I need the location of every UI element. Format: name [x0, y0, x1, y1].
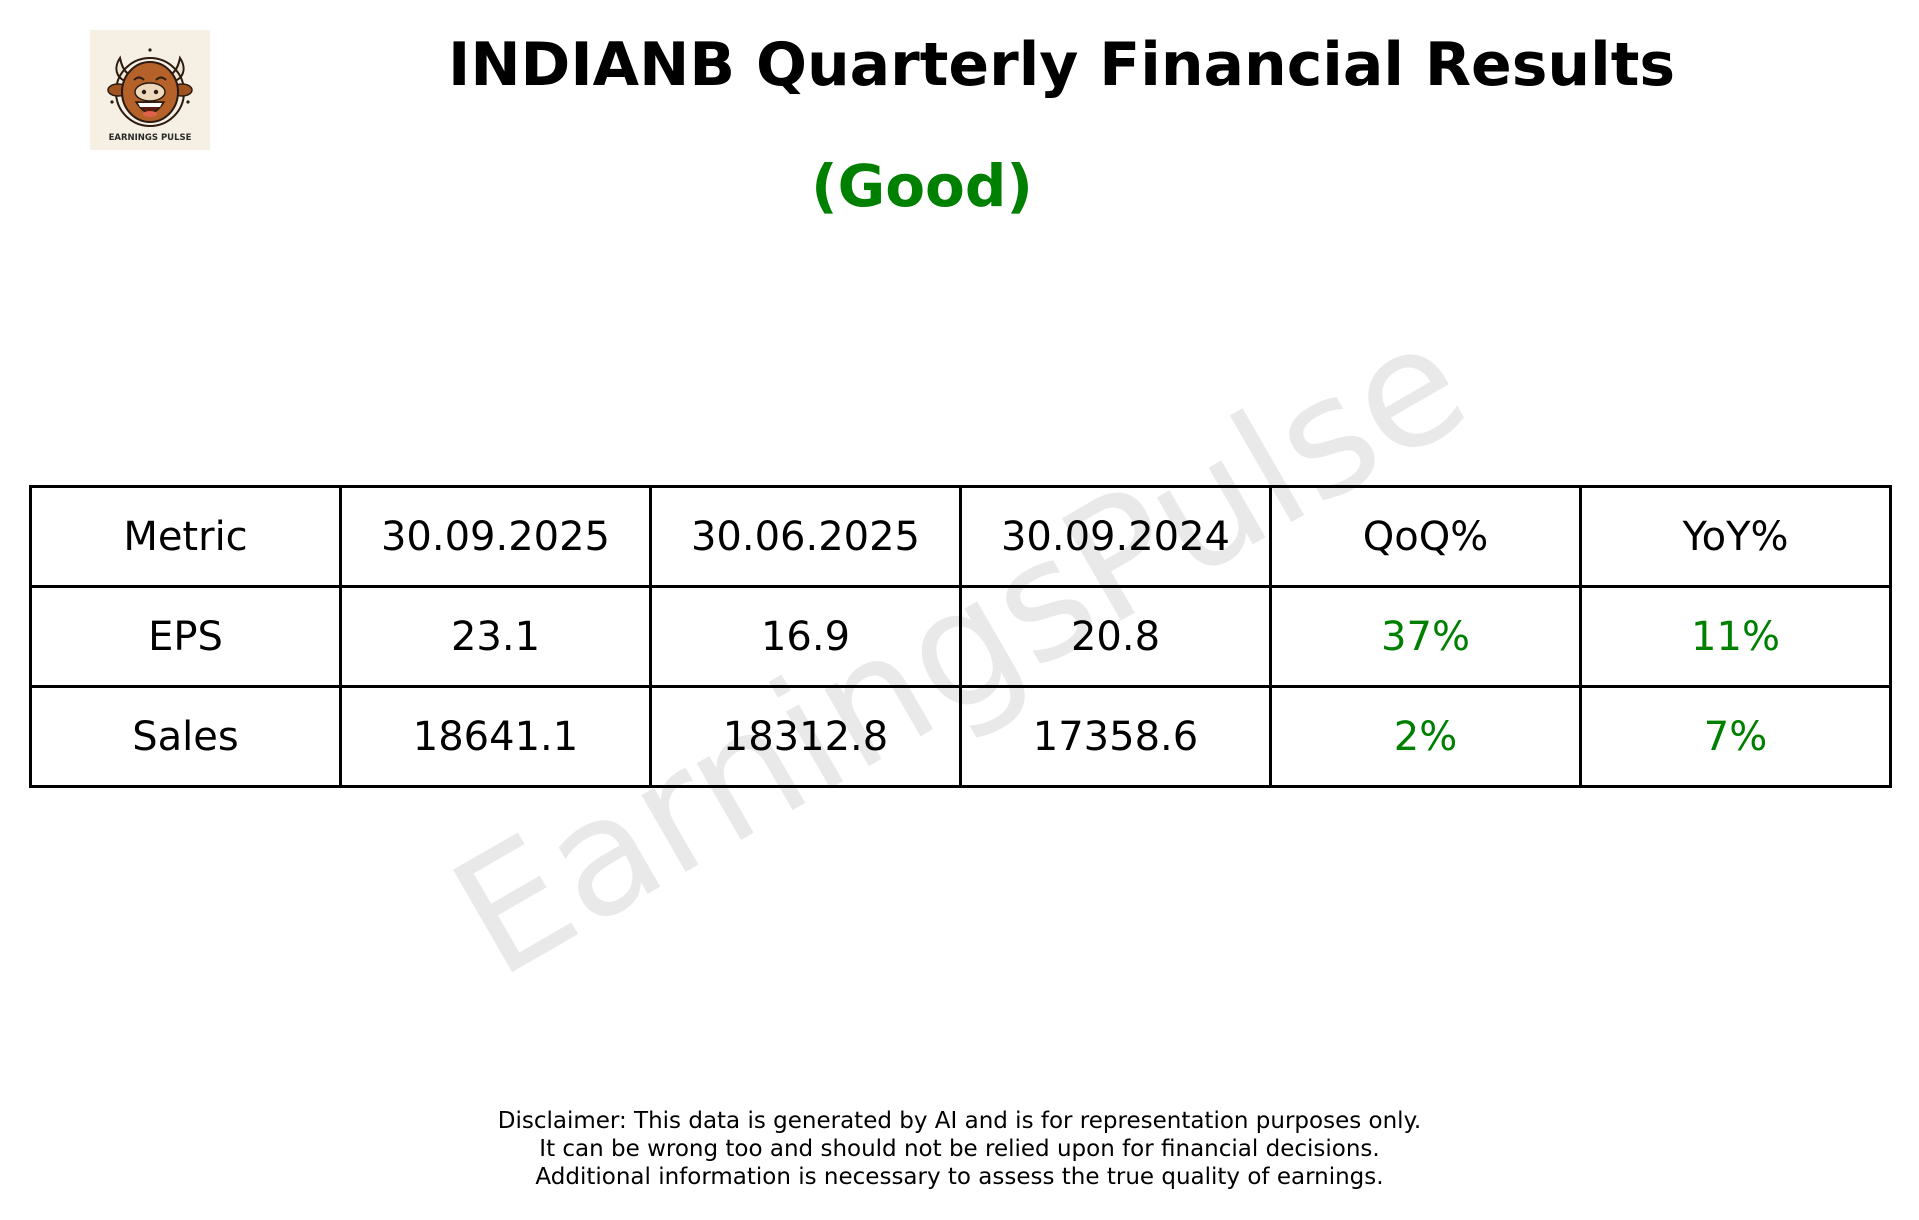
yoy-change: 11%: [1579, 585, 1892, 688]
page-title: INDIANB Quarterly Financial Results: [448, 30, 1676, 100]
previous-quarter-value: 18312.8: [649, 685, 962, 788]
metric-label: Sales: [29, 685, 342, 788]
table-row: Sales 18641.1 18312.8 17358.6 2% 7%: [29, 685, 1892, 788]
disclaimer-line: It can be wrong too and should not be re…: [539, 1136, 1380, 1162]
column-header-yoy: YoY%: [1579, 485, 1892, 588]
verdict-badge: (Good): [811, 152, 1033, 220]
results-table: Metric 30.09.2025 30.06.2025 30.09.2024 …: [29, 485, 1892, 788]
qoq-change: 2%: [1269, 685, 1582, 788]
column-header-current-quarter: 30.09.2025: [339, 485, 652, 588]
metric-label: EPS: [29, 585, 342, 688]
bull-mascot-icon: EARNINGS PULSE: [107, 48, 193, 143]
previous-quarter-value: 16.9: [649, 585, 962, 688]
svg-text:EARNINGS PULSE: EARNINGS PULSE: [109, 133, 192, 143]
yoy-change: 7%: [1579, 685, 1892, 788]
previous-year-value: 20.8: [959, 585, 1272, 688]
column-header-previous-year: 30.09.2024: [959, 485, 1272, 588]
table-row: EPS 23.1 16.9 20.8 37% 11%: [29, 585, 1892, 688]
current-quarter-value: 23.1: [339, 585, 652, 688]
table-header-row: Metric 30.09.2025 30.06.2025 30.09.2024 …: [29, 485, 1892, 588]
earnings-pulse-logo: EARNINGS PULSE: [90, 30, 210, 150]
column-header-previous-quarter: 30.06.2025: [649, 485, 962, 588]
disclaimer-line: Disclaimer: This data is generated by AI…: [497, 1108, 1422, 1134]
previous-year-value: 17358.6: [959, 685, 1272, 788]
qoq-change: 37%: [1269, 585, 1582, 688]
column-header-qoq: QoQ%: [1269, 485, 1582, 588]
disclaimer-line: Additional information is necessary to a…: [535, 1164, 1384, 1190]
column-header-metric: Metric: [29, 485, 342, 588]
current-quarter-value: 18641.1: [339, 685, 652, 788]
disclaimer: Disclaimer: This data is generated by AI…: [0, 1107, 1919, 1191]
